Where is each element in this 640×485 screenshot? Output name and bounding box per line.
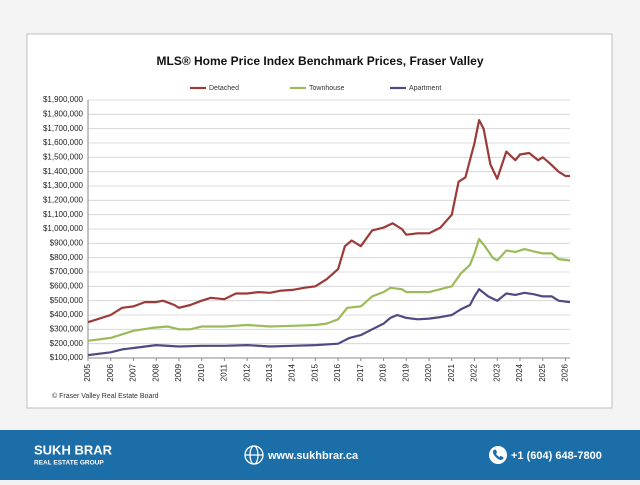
x-tick-label: 2014	[288, 363, 297, 381]
legend-label: Apartment	[409, 85, 441, 92]
x-tick-label: 2011	[220, 363, 229, 381]
website[interactable]: www.sukhbrar.ca	[267, 450, 359, 462]
x-tick-label: 2023	[492, 363, 501, 381]
x-tick-label: 2017	[356, 363, 365, 381]
phone-icon	[489, 446, 507, 464]
y-tick-label: $1,800,000	[43, 109, 84, 118]
y-tick-label: $1,500,000	[43, 152, 84, 161]
y-tick-label: $1,600,000	[43, 138, 84, 147]
x-tick-label: 2007	[129, 363, 138, 381]
y-tick-label: $100,000	[50, 353, 84, 362]
y-tick-label: $600,000	[50, 281, 84, 290]
y-tick-label: $500,000	[50, 296, 84, 305]
globe-icon	[244, 445, 264, 465]
y-tick-label: $1,100,000	[43, 210, 84, 219]
x-tick-label: 2008	[151, 363, 160, 381]
y-tick-label: $1,300,000	[43, 181, 84, 190]
brand-tagline: REAL ESTATE GROUP	[34, 460, 104, 467]
x-tick-label: 2025	[538, 363, 547, 381]
x-tick-label: 2026	[561, 363, 570, 381]
y-tick-label: $1,700,000	[43, 124, 84, 133]
x-tick-label: 2022	[470, 363, 479, 381]
x-tick-label: 2012	[242, 363, 251, 381]
phone[interactable]: +1 (604) 648-7800	[511, 450, 602, 462]
x-tick-label: 2005	[83, 363, 92, 381]
brand-name: SUKH BRAR	[34, 442, 113, 457]
y-tick-label: $300,000	[50, 324, 84, 333]
legend-label: Townhouse	[309, 85, 345, 92]
chart-title: MLS® Home Price Index Benchmark Prices, …	[157, 54, 484, 68]
y-tick-label: $200,000	[50, 339, 84, 348]
x-tick-label: 2006	[106, 363, 115, 381]
x-tick-label: 2015	[310, 363, 319, 381]
series-line	[87, 237, 571, 342]
y-tick-label: $900,000	[50, 238, 84, 247]
series-line	[87, 119, 570, 324]
x-tick-label: 2020	[424, 363, 433, 381]
y-tick-label: $1,200,000	[43, 195, 84, 204]
source-note: © Fraser Valley Real Estate Board	[52, 392, 159, 400]
y-tick-label: $800,000	[50, 253, 84, 262]
y-tick-label: $700,000	[50, 267, 84, 276]
x-tick-label: 2010	[197, 363, 206, 381]
y-tick-label: $1,000,000	[43, 224, 84, 233]
y-tick-label: $1,400,000	[43, 167, 84, 176]
x-tick-label: 2018	[379, 363, 388, 381]
x-tick-label: 2016	[333, 363, 342, 381]
series-line	[87, 288, 571, 357]
x-tick-label: 2024	[515, 363, 524, 381]
y-tick-label: $400,000	[50, 310, 84, 319]
footer-bar	[0, 430, 640, 480]
legend-label: Detached	[209, 85, 239, 92]
x-tick-label: 2021	[447, 363, 456, 381]
y-tick-label: $1,900,000	[43, 95, 84, 104]
x-tick-label: 2019	[401, 363, 410, 381]
x-tick-label: 2009	[174, 363, 183, 381]
x-tick-label: 2013	[265, 363, 274, 381]
